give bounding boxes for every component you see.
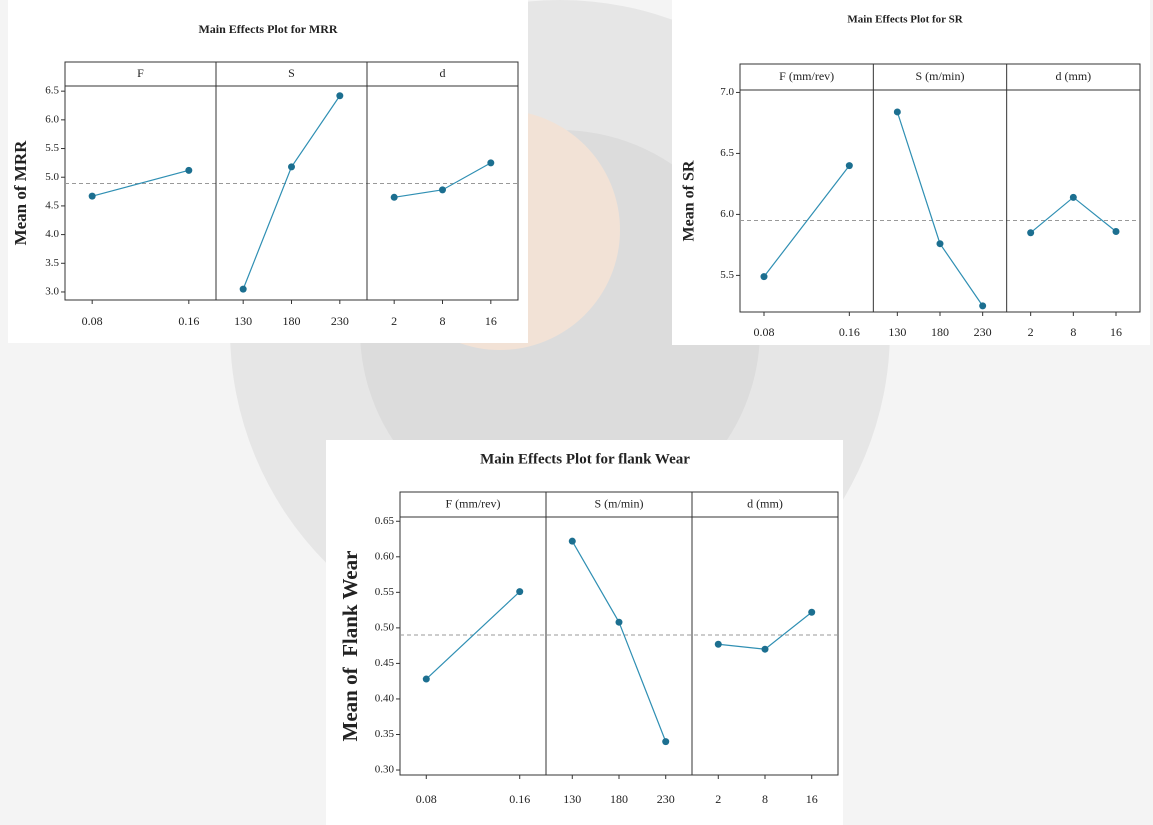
y-tick-label: 0.50 — [375, 621, 395, 633]
x-tick-label: 130 — [563, 792, 581, 806]
effect-point — [762, 646, 769, 653]
x-tick-label: 180 — [931, 325, 949, 339]
x-tick-label: 8 — [762, 792, 768, 806]
x-tick-label: 230 — [657, 792, 675, 806]
y-tick-label: 0.30 — [375, 764, 395, 776]
effect-point — [1113, 228, 1120, 235]
y-tick-label: 5.5 — [720, 269, 734, 281]
y-tick-label: 6.0 — [45, 113, 59, 125]
x-tick-label: 8 — [1070, 325, 1076, 339]
chart-title: Main Effects Plot for SR — [847, 14, 963, 26]
x-tick-label: 16 — [806, 792, 818, 806]
y-tick-label: 0.40 — [375, 692, 395, 704]
y-tick-label: 5.0 — [45, 171, 59, 183]
effect-point — [979, 302, 986, 309]
y-tick-label: 0.55 — [375, 586, 395, 598]
y-tick-label: 6.5 — [45, 85, 59, 97]
effect-point — [1027, 229, 1034, 236]
effect-point — [616, 619, 623, 626]
y-tick-label: 0.45 — [375, 657, 395, 669]
panel-label: F (mm/rev) — [446, 496, 501, 510]
effect-point — [516, 588, 523, 595]
effect-point — [487, 159, 494, 166]
x-tick-label: 230 — [974, 325, 992, 339]
x-tick-label: 130 — [234, 314, 252, 328]
effect-point — [391, 194, 398, 201]
panel-label: d (mm) — [747, 496, 783, 510]
x-tick-label: 2 — [391, 314, 397, 328]
effect-point — [569, 538, 576, 545]
x-tick-label: 0.08 — [754, 325, 775, 339]
panel-label: d — [440, 66, 446, 80]
panel-label: d (mm) — [1055, 69, 1091, 83]
x-tick-label: 0.16 — [509, 792, 530, 806]
effect-point — [937, 240, 944, 247]
x-tick-label: 2 — [715, 792, 721, 806]
x-tick-label: 230 — [331, 314, 349, 328]
effect-point — [761, 273, 768, 280]
chart-page: Main Effects Plot for MRR Mean of MRR 3.0 3… — [0, 0, 1153, 825]
panel-label: S (m/min) — [594, 496, 643, 510]
panel-label: S (m/min) — [915, 69, 964, 83]
y-tick-label: 3.5 — [45, 257, 59, 269]
chart-background — [672, 0, 1150, 345]
y-tick-label: 6.0 — [720, 208, 734, 220]
x-tick-label: 0.16 — [178, 314, 199, 328]
x-tick-label: 180 — [283, 314, 301, 328]
x-tick-label: 0.08 — [82, 314, 103, 328]
x-tick-label: 0.08 — [416, 792, 437, 806]
y-tick-label: 4.5 — [45, 199, 59, 211]
x-tick-label: 2 — [1028, 325, 1034, 339]
effect-point — [89, 193, 96, 200]
effect-point — [894, 108, 901, 115]
y-tick-label: 3.0 — [45, 285, 59, 297]
effect-point — [439, 186, 446, 193]
x-tick-label: 16 — [1110, 325, 1122, 339]
panel-label: S — [288, 66, 295, 80]
y-tick-label: 0.60 — [375, 550, 395, 562]
panel-label: F — [137, 66, 144, 80]
effect-point — [336, 92, 343, 99]
y-axis-label: Mean of MRR — [11, 140, 30, 246]
chart-title: Main Effects Plot for flank Wear — [480, 451, 690, 467]
effect-point — [846, 162, 853, 169]
y-tick-label: 0.35 — [375, 728, 395, 740]
y-tick-label: 7.0 — [720, 86, 734, 98]
effect-point — [288, 163, 295, 170]
x-tick-label: 0.16 — [839, 325, 860, 339]
effect-point — [185, 167, 192, 174]
x-tick-label: 180 — [610, 792, 628, 806]
y-axis-label: Mean of SR — [681, 160, 698, 241]
y-tick-label: 4.0 — [45, 228, 59, 240]
panel-label: F (mm/rev) — [779, 69, 834, 83]
effect-point — [715, 641, 722, 648]
x-tick-label: 8 — [440, 314, 446, 328]
effect-point — [423, 676, 430, 683]
page: Main Effects Plot for MRR Mean of MRR 3.0 3… — [0, 0, 1153, 825]
x-tick-label: 130 — [888, 325, 906, 339]
effect-point — [808, 609, 815, 616]
y-axis-label: Mean of Flank Wear — [338, 551, 362, 742]
chart-title: Main Effects Plot for MRR — [198, 22, 337, 36]
y-tick-label: 0.65 — [375, 515, 395, 527]
y-tick-label: 5.5 — [45, 142, 59, 154]
x-tick-label: 16 — [485, 314, 497, 328]
effect-point — [662, 738, 669, 745]
effect-point — [1070, 194, 1077, 201]
effect-point — [240, 286, 247, 293]
chart-background — [8, 0, 528, 343]
y-tick-label: 6.5 — [720, 147, 734, 159]
